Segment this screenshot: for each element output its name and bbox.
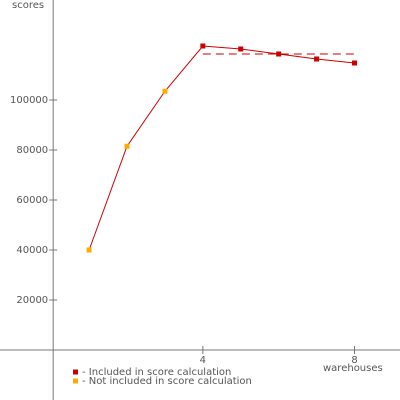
legend-label: - Included in score calculation — [82, 367, 231, 378]
legend-label: - Not included in score calculation — [82, 376, 252, 387]
y-tick-label: 80000 — [16, 145, 48, 156]
data-point — [314, 56, 320, 62]
y-tick-label: 40000 — [16, 245, 48, 256]
data-point — [200, 43, 206, 49]
data-point — [124, 143, 130, 149]
data-point — [276, 51, 282, 57]
x-tick-label: 4 — [200, 355, 206, 366]
legend-swatch — [73, 378, 78, 384]
data-point — [238, 46, 244, 52]
x-axis-label: warehouses — [323, 363, 383, 374]
y-tick-label: 100000 — [10, 95, 48, 106]
data-point — [162, 88, 168, 94]
y-tick-label: 20000 — [16, 295, 48, 306]
y-axis-label: scores — [12, 0, 44, 11]
x-tick-label: 8 — [351, 355, 357, 366]
y-tick-label: 60000 — [16, 195, 48, 206]
data-point — [352, 60, 358, 66]
data-point — [86, 247, 92, 253]
data-line — [88, 45, 355, 251]
legend-swatch — [73, 369, 78, 375]
